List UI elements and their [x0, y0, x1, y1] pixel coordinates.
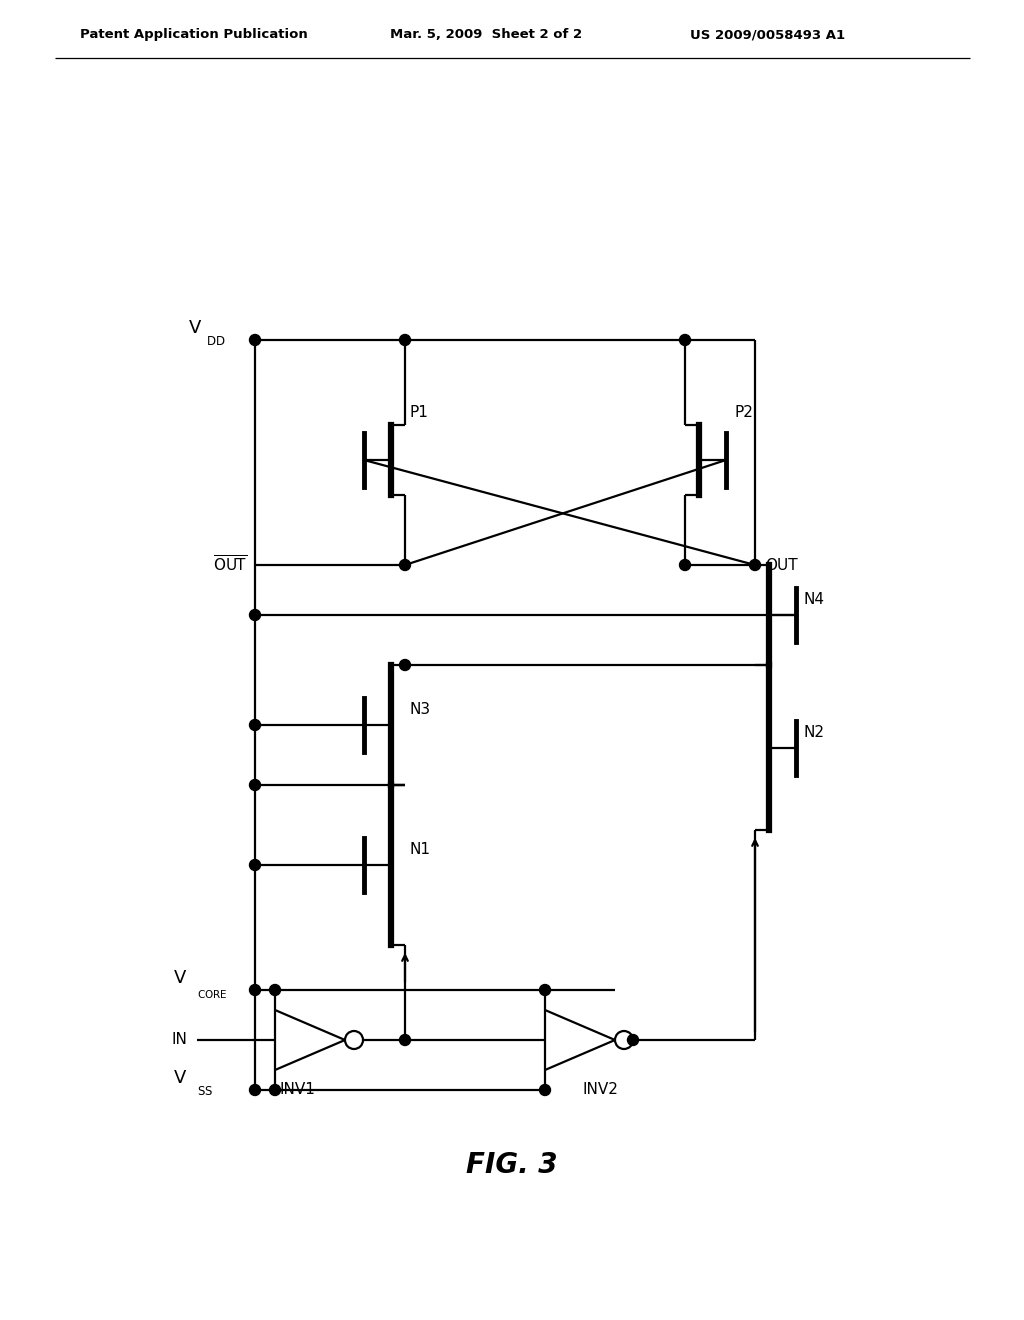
- Circle shape: [250, 610, 260, 620]
- Text: P1: P1: [410, 405, 429, 420]
- Text: INV1: INV1: [280, 1082, 315, 1097]
- Circle shape: [269, 985, 281, 995]
- Text: $\mathregular{V}$: $\mathregular{V}$: [187, 319, 202, 337]
- Circle shape: [680, 560, 690, 570]
- Text: P2: P2: [734, 405, 753, 420]
- Circle shape: [250, 334, 260, 346]
- Text: $\mathregular{DD}$: $\mathregular{DD}$: [206, 335, 225, 348]
- Text: Patent Application Publication: Patent Application Publication: [80, 28, 308, 41]
- Text: INV2: INV2: [582, 1082, 617, 1097]
- Circle shape: [540, 985, 551, 995]
- Circle shape: [628, 1035, 639, 1045]
- Text: Mar. 5, 2009  Sheet 2 of 2: Mar. 5, 2009 Sheet 2 of 2: [390, 28, 582, 41]
- Text: $\overline{\mathrm{OUT}}$: $\overline{\mathrm{OUT}}$: [213, 554, 247, 576]
- Circle shape: [540, 1085, 551, 1096]
- Circle shape: [250, 985, 260, 995]
- Text: FIG. 3: FIG. 3: [466, 1151, 558, 1179]
- Circle shape: [399, 1035, 411, 1045]
- Circle shape: [250, 1085, 260, 1096]
- Circle shape: [750, 560, 761, 570]
- Text: IN: IN: [171, 1032, 187, 1048]
- Circle shape: [680, 334, 690, 346]
- Text: $\mathregular{SS}$: $\mathregular{SS}$: [197, 1085, 213, 1098]
- Circle shape: [269, 1085, 281, 1096]
- Text: $\mathregular{V}$: $\mathregular{V}$: [173, 1069, 187, 1086]
- Circle shape: [250, 719, 260, 730]
- Text: N1: N1: [410, 842, 431, 858]
- Text: US 2009/0058493 A1: US 2009/0058493 A1: [690, 28, 845, 41]
- Text: OUT: OUT: [765, 557, 798, 573]
- Text: N3: N3: [410, 702, 431, 718]
- Text: $\mathregular{V}$: $\mathregular{V}$: [173, 969, 187, 987]
- Circle shape: [250, 859, 260, 870]
- Circle shape: [250, 780, 260, 791]
- Text: N4: N4: [804, 593, 825, 607]
- Circle shape: [399, 660, 411, 671]
- Circle shape: [399, 560, 411, 570]
- Circle shape: [399, 334, 411, 346]
- Text: N2: N2: [804, 725, 825, 741]
- Text: $\mathregular{CORE}$: $\mathregular{CORE}$: [197, 987, 227, 1001]
